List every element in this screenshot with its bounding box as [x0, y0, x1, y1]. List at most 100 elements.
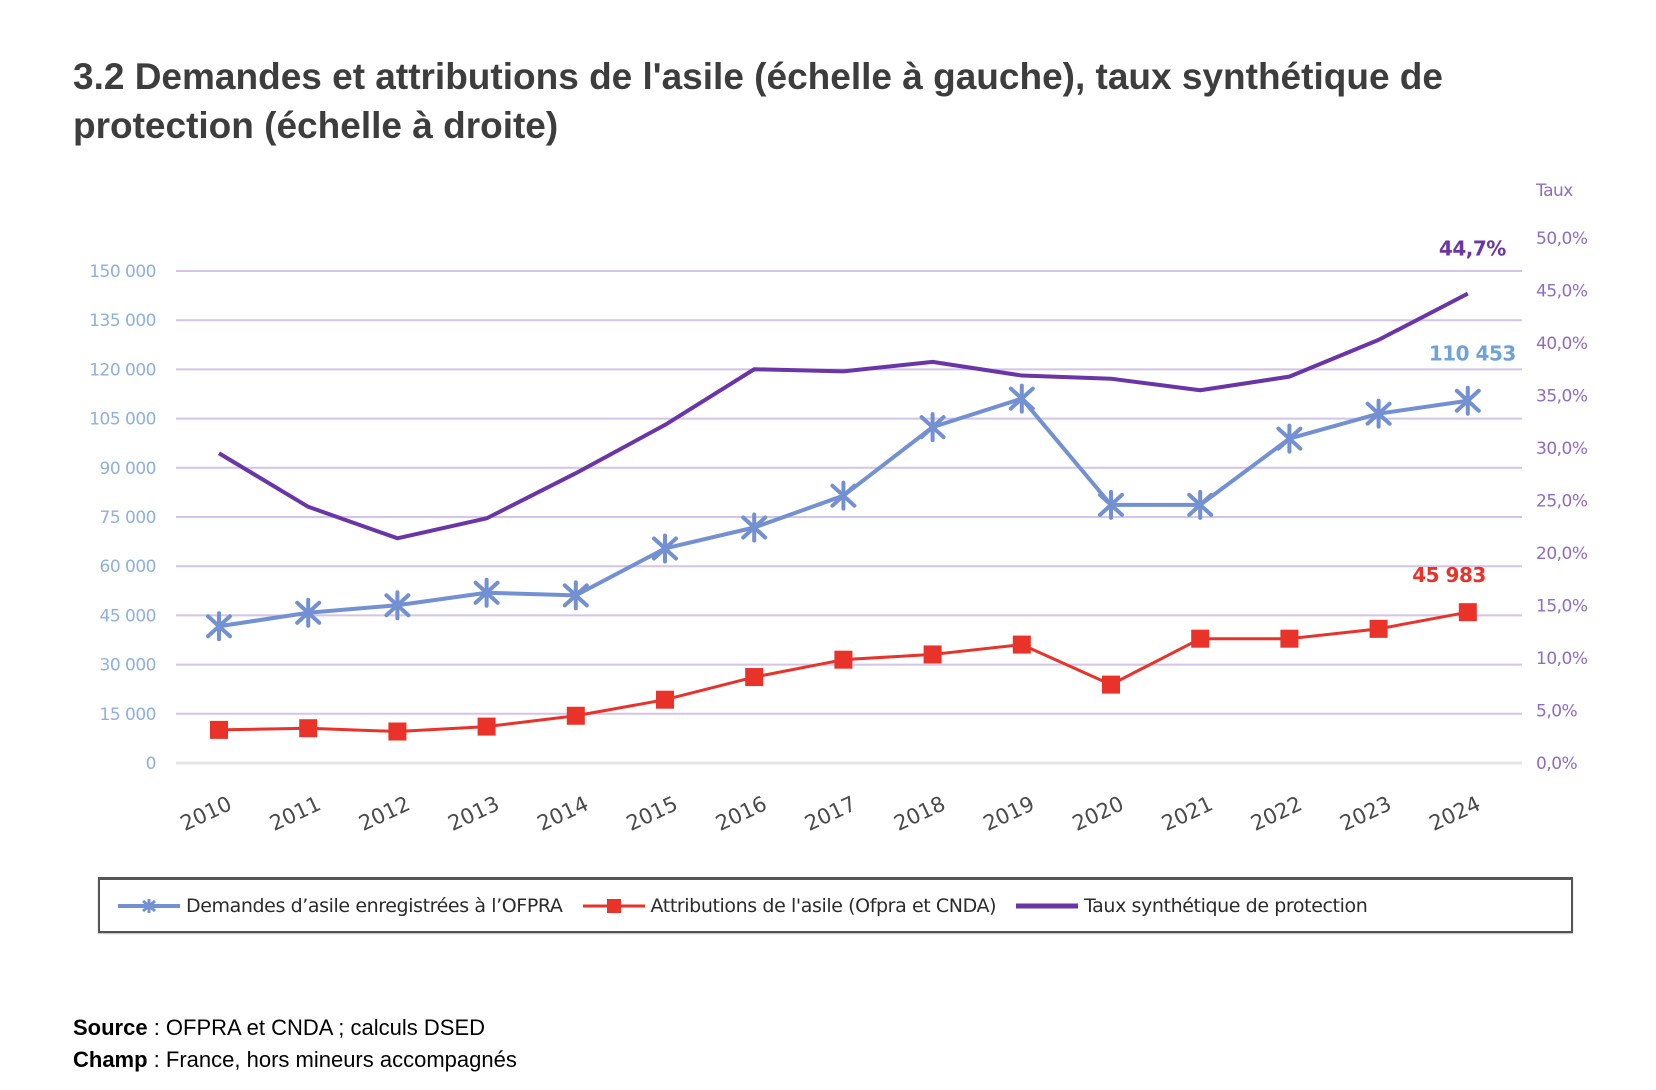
- x-axis-tick-label: 2014: [534, 791, 593, 835]
- right-axis: 0,0% 5,0% 10,0% 15,0% 20,0% 25,0% 30,0% 35,0% 40…: [1536, 229, 1588, 774]
- data-point[interactable]: [481, 512, 493, 524]
- left-axis-tick-label: 0: [146, 754, 156, 774]
- data-point[interactable]: [570, 467, 582, 479]
- legend-line-icon: [1016, 903, 1079, 908]
- x-axis-tick-label: 2019: [980, 791, 1039, 835]
- data-point-asterisk[interactable]: [1008, 383, 1035, 414]
- data-point[interactable]: [1016, 370, 1028, 382]
- legend-label: Taux synthétique de protection: [1084, 894, 1368, 917]
- data-point-asterisk[interactable]: [473, 577, 500, 608]
- left-axis-tick-label: 15 000: [100, 705, 156, 725]
- scope-note: Champ : France, hors mineurs accompagnés: [73, 1044, 517, 1076]
- x-axis-tick-label: 2017: [801, 791, 860, 835]
- x-axis-tick-label: 2016: [712, 791, 771, 835]
- x-axis-tick-label: 2023: [1336, 791, 1395, 835]
- right-axis-tick-label: 15,0%: [1536, 597, 1588, 617]
- left-axis-tick-label: 150 000: [89, 262, 156, 282]
- data-point[interactable]: [1194, 384, 1206, 396]
- x-axis: 2010 2011 2012 2013 2014 2015 2016 2017 2018 2019…: [177, 791, 1484, 835]
- right-axis-title: Taux: [1535, 181, 1573, 201]
- legend-asterisk-line-icon: [118, 898, 180, 913]
- right-axis-tick-label: 50,0%: [1536, 229, 1588, 249]
- data-point[interactable]: [748, 363, 760, 375]
- data-point-square[interactable]: [1369, 619, 1388, 638]
- left-axis-tick-label: 135 000: [89, 311, 156, 331]
- data-point-asterisk[interactable]: [1276, 423, 1303, 454]
- gridlines: [176, 270, 1522, 765]
- data-point[interactable]: [659, 419, 671, 431]
- data-point-square[interactable]: [1102, 675, 1120, 694]
- data-point-asterisk[interactable]: [1365, 398, 1392, 429]
- x-axis-tick-label: 2010: [177, 791, 236, 835]
- data-point[interactable]: [1462, 288, 1474, 300]
- data-point-square[interactable]: [834, 650, 853, 669]
- data-point-asterisk[interactable]: [1098, 489, 1124, 520]
- data-point-square[interactable]: [1280, 629, 1299, 648]
- data-point-asterisk[interactable]: [562, 580, 589, 611]
- chart-notes: Source : OFPRA et CNDA ; calculs DSED Ch…: [73, 1012, 517, 1076]
- x-axis-tick-label: 2015: [623, 791, 682, 835]
- scope-text: : France, hors mineurs accompagnés: [147, 1047, 517, 1072]
- right-axis-tick-label: 40,0%: [1536, 334, 1588, 354]
- data-point-square[interactable]: [1458, 603, 1477, 622]
- data-point-square[interactable]: [1012, 635, 1031, 654]
- data-point-square[interactable]: [210, 720, 228, 739]
- data-point[interactable]: [391, 532, 403, 544]
- x-axis-tick-label: 2013: [444, 791, 503, 835]
- right-axis-tick-label: 35,0%: [1536, 387, 1588, 407]
- data-labels: 110 453 45 983 44,7%: [1412, 237, 1516, 588]
- data-point-asterisk[interactable]: [384, 590, 411, 621]
- data-point[interactable]: [1283, 371, 1295, 383]
- chart-legend: Demandes d’asile enregistrées à l’OFPRA …: [98, 877, 1573, 933]
- data-point-square[interactable]: [745, 668, 764, 687]
- data-point-square[interactable]: [656, 690, 674, 709]
- left-axis: 0 15 000 30 000 45 000 60 000 75 000 90 000 105…: [89, 262, 156, 774]
- x-axis-tick-label: 2022: [1247, 791, 1306, 835]
- right-axis-tick-label: 0,0%: [1536, 754, 1578, 774]
- left-axis-tick-label: 90 000: [100, 459, 156, 479]
- left-axis-tick-label: 120 000: [89, 360, 156, 380]
- data-point-asterisk[interactable]: [1454, 385, 1481, 416]
- data-point-square[interactable]: [299, 719, 318, 738]
- source-label: Source: [73, 1015, 148, 1040]
- data-point-asterisk[interactable]: [652, 533, 678, 564]
- x-axis-tick-label: 2018: [890, 791, 949, 835]
- data-point-asterisk[interactable]: [295, 597, 322, 628]
- data-point-square[interactable]: [566, 706, 585, 725]
- data-point-square[interactable]: [1191, 629, 1210, 648]
- legend-item-attributions[interactable]: Attributions de l'asile (Ofpra et CNDA): [581, 894, 997, 918]
- data-point[interactable]: [927, 356, 939, 368]
- right-axis-tick-label: 25,0%: [1536, 492, 1588, 512]
- legend-item-demandes[interactable]: Demandes d’asile enregistrées à l’OFPRA: [116, 894, 563, 918]
- legend-item-taux[interactable]: Taux synthétique de protection: [1014, 894, 1368, 918]
- data-point[interactable]: [837, 365, 849, 377]
- chart-title: 3.2 Demandes et attributions de l'asile …: [73, 56, 1443, 146]
- x-axis-tick-label: 2021: [1158, 791, 1217, 835]
- data-point-asterisk[interactable]: [919, 412, 946, 443]
- right-axis-tick-label: 20,0%: [1536, 544, 1588, 564]
- end-value-label: 44,7%: [1439, 237, 1506, 261]
- data-point-square[interactable]: [923, 645, 942, 664]
- x-axis-tick-label: 2012: [355, 791, 414, 835]
- data-point[interactable]: [1105, 373, 1117, 385]
- source-text: : OFPRA et CNDA ; calculs DSED: [147, 1015, 486, 1040]
- data-point[interactable]: [213, 447, 225, 459]
- right-axis-tick-label: 5,0%: [1536, 702, 1578, 722]
- left-axis-tick-label: 105 000: [89, 410, 156, 430]
- data-point-square[interactable]: [477, 717, 496, 736]
- data-point-asterisk[interactable]: [1187, 489, 1214, 520]
- left-axis-tick-label: 45 000: [100, 606, 156, 626]
- chart-plot: 0 15 000 30 000 45 000 60 000 75 000 90 000 105…: [89, 181, 1588, 836]
- data-point-square[interactable]: [388, 722, 407, 741]
- left-axis-tick-label: 75 000: [100, 508, 156, 528]
- end-value-label: 110 453: [1429, 342, 1516, 366]
- series-attributions: [210, 603, 1477, 741]
- end-value-label: 45 983: [1412, 563, 1486, 587]
- data-point-asterisk[interactable]: [830, 480, 857, 511]
- data-point-asterisk[interactable]: [741, 512, 768, 543]
- x-axis-tick-label: 2011: [266, 791, 325, 835]
- data-point-asterisk[interactable]: [206, 611, 232, 642]
- data-point[interactable]: [1373, 334, 1385, 346]
- right-axis-tick-label: 10,0%: [1536, 649, 1588, 669]
- data-point[interactable]: [302, 501, 314, 513]
